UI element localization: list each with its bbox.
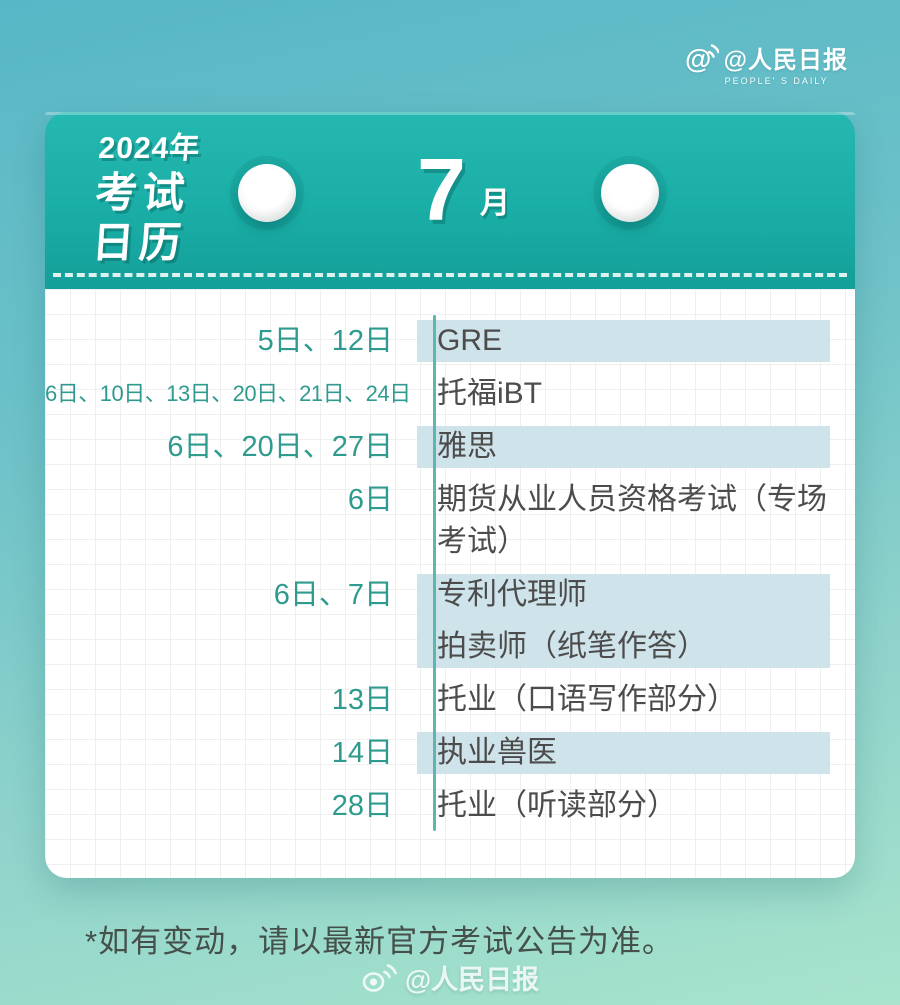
exam-name: 托业（听读部分）	[437, 789, 677, 822]
binder-hole-left	[238, 164, 296, 222]
month-label: 7 月	[417, 144, 510, 236]
exam-row: 6日、7日 专利代理师	[45, 574, 855, 621]
exam-name: 拍卖师（纸笔作答）	[417, 621, 830, 668]
perforation-line	[53, 273, 847, 277]
brand-handle: @人民日报	[723, 47, 848, 74]
svg-text:@: @	[685, 44, 711, 74]
exam-row: 14日 执业兽医	[45, 732, 855, 774]
watermark-handle: @人民日报	[404, 965, 540, 995]
exam-name: 专利代理师	[417, 574, 830, 621]
calendar-card: 2024年 考试 日历 7 月 5日、12日 GRE 6日、10日、13日、20…	[45, 112, 855, 878]
exam-dates	[45, 621, 413, 668]
calendar-header: 2024年 考试 日历 7 月	[45, 112, 855, 289]
month-unit: 月	[479, 187, 510, 220]
exam-dates: 6日、7日	[273, 579, 393, 611]
watermark: @人民日报	[0, 958, 900, 997]
exam-row: 6日、20日、27日 雅思	[45, 426, 855, 468]
exam-name: 托业（口语写作部分）	[437, 683, 737, 716]
weibo-eye-icon	[362, 963, 397, 992]
exam-dates: 5日、12日	[257, 325, 393, 357]
column-divider	[433, 315, 436, 831]
brand-logo: @ @人民日报 PEOPLE' S DAILY	[685, 40, 848, 87]
exam-row: 拍卖师（纸笔作答）	[45, 621, 855, 668]
brand-subtitle: PEOPLE' S DAILY	[724, 76, 829, 86]
calendar-body: 5日、12日 GRE 6日、10日、13日、20日、21日、24日 托福iBT …	[45, 289, 855, 878]
exam-name: GRE	[417, 320, 830, 362]
calendar-title-line1: 考试	[93, 169, 192, 216]
exam-row: 6日 期货从业人员资格考试（专场考试）	[45, 479, 855, 563]
exam-name: 期货从业人员资格考试（专场考试）	[437, 483, 827, 558]
exam-name: 执业兽医	[417, 732, 830, 774]
calendar-title-line2: 日历	[90, 219, 188, 266]
calendar-title: 2024年 考试 日历	[90, 132, 202, 266]
exam-row: 28日 托业（听读部分）	[45, 785, 855, 827]
brand-logo-row: @ @人民日报	[685, 40, 848, 75]
binder-hole-right	[601, 164, 659, 222]
exam-dates: 14日	[331, 737, 393, 769]
exam-row: 5日、12日 GRE	[45, 320, 855, 362]
month-number: 7	[417, 140, 466, 239]
exam-row: 6日、10日、13日、20日、21日、24日 托福iBT	[45, 373, 855, 415]
exam-row: 13日 托业（口语写作部分）	[45, 679, 855, 721]
weibo-at-icon: @	[685, 44, 719, 74]
exam-dates: 13日	[331, 684, 393, 716]
exam-dates: 28日	[331, 790, 393, 822]
exam-dates: 6日、20日、27日	[167, 431, 393, 463]
disclaimer-note: *如有变动，请以最新官方考试公告为准。	[85, 924, 675, 959]
exam-dates: 6日、10日、13日、20日、21日、24日	[45, 381, 411, 406]
exam-name: 托福iBT	[437, 377, 542, 410]
calendar-year: 2024年	[97, 132, 202, 165]
exam-dates: 6日	[347, 484, 393, 516]
exam-name: 雅思	[417, 426, 830, 468]
